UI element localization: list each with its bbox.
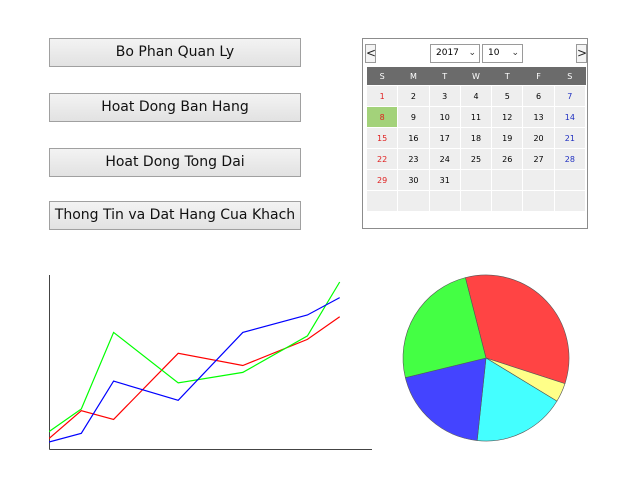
calendar-empty-cell bbox=[491, 190, 524, 212]
pie-slices-group bbox=[402, 274, 570, 442]
calendar-day-cell[interactable]: 30 bbox=[397, 169, 430, 191]
weekday-header: T bbox=[429, 67, 461, 86]
chevron-down-icon: ⌄ bbox=[468, 48, 476, 58]
pie-slice-4 bbox=[402, 277, 487, 378]
month-select[interactable]: 10 ⌄ bbox=[482, 44, 523, 63]
calendar-day-cell[interactable]: 31 bbox=[428, 169, 461, 191]
month-value: 10 bbox=[488, 48, 500, 58]
calendar-day-cell[interactable]: 20 bbox=[522, 127, 555, 149]
weekday-header: M bbox=[397, 67, 430, 86]
calendar-empty-cell bbox=[553, 190, 587, 212]
line-series-2 bbox=[49, 297, 340, 443]
weekday-header: T bbox=[491, 67, 523, 86]
calendar-day-cell[interactable]: 16 bbox=[397, 127, 430, 149]
calendar-day-cell[interactable]: 6 bbox=[522, 85, 555, 107]
year-select[interactable]: 2017 ⌄ bbox=[430, 44, 480, 63]
menu-button-thong-tin-dat-hang[interactable]: Thong Tin va Dat Hang Cua Khach bbox=[49, 201, 301, 230]
calendar-day-cell[interactable]: 5 bbox=[491, 85, 524, 107]
calendar-day-cell[interactable]: 23 bbox=[397, 148, 430, 170]
chevron-right-icon[interactable]: > bbox=[576, 44, 587, 63]
weekday-header: F bbox=[522, 67, 555, 86]
line-series-0 bbox=[49, 316, 341, 440]
line-series-1 bbox=[49, 281, 341, 433]
line-chart bbox=[49, 275, 372, 450]
weekday-header: S bbox=[366, 67, 398, 86]
calendar-day-cell[interactable]: 3 bbox=[428, 85, 461, 107]
calendar-day-cell[interactable]: 10 bbox=[428, 106, 461, 128]
calendar-week-row: 29 30 31 bbox=[365, 169, 587, 191]
weekday-header-row: S M T W T F S bbox=[366, 67, 586, 86]
calendar-day-cell[interactable]: 14 bbox=[553, 106, 587, 128]
calendar-week-row bbox=[365, 190, 587, 212]
calendar-grid: S M T W T F S 1 2 3 4 5 6 7 8 9 10 11 12 13 14 15 16 17 1… bbox=[365, 67, 587, 212]
calendar-empty-cell bbox=[459, 169, 493, 191]
calendar-day-cell[interactable]: 7 bbox=[553, 85, 587, 107]
calendar-day-cell[interactable]: 13 bbox=[522, 106, 555, 128]
calendar-empty-cell bbox=[428, 190, 461, 212]
calendar-day-cell[interactable]: 21 bbox=[553, 127, 587, 149]
calendar-week-row: 15 16 17 18 19 20 21 bbox=[365, 127, 587, 149]
chevron-down-icon: ⌄ bbox=[511, 48, 519, 58]
calendar-day-cell[interactable]: 1 bbox=[365, 85, 399, 107]
calendar-day-cell[interactable]: 8 bbox=[365, 106, 399, 128]
calendar-day-cell[interactable]: 25 bbox=[459, 148, 493, 170]
calendar-days: 1 2 3 4 5 6 7 8 9 10 11 12 13 14 15 16 17 18 19 20 21 22 23 24 2… bbox=[365, 85, 587, 212]
calendar-empty-cell bbox=[459, 190, 493, 212]
calendar-empty-cell bbox=[522, 190, 555, 212]
calendar-day-cell[interactable]: 24 bbox=[428, 148, 461, 170]
pie-slice-2 bbox=[476, 357, 558, 442]
calendar-day-cell[interactable]: 4 bbox=[459, 85, 493, 107]
calendar-empty-cell bbox=[365, 190, 399, 212]
calendar-day-cell[interactable]: 9 bbox=[397, 106, 430, 128]
chevron-left-icon[interactable]: < bbox=[365, 44, 376, 63]
calendar-day-cell[interactable]: 17 bbox=[428, 127, 461, 149]
calendar-empty-cell bbox=[522, 169, 555, 191]
calendar-day-cell[interactable]: 11 bbox=[459, 106, 493, 128]
pie-slice-0 bbox=[464, 274, 570, 385]
calendar-day-cell[interactable]: 26 bbox=[491, 148, 524, 170]
calendar-day-cell[interactable]: 29 bbox=[365, 169, 399, 191]
calendar-day-cell[interactable]: 19 bbox=[491, 127, 524, 149]
weekday-header: W bbox=[460, 67, 492, 86]
menu-button-hoat-dong-tong-dai[interactable]: Hoat Dong Tong Dai bbox=[49, 148, 301, 177]
calendar-empty-cell bbox=[491, 169, 524, 191]
calendar-day-cell[interactable]: 28 bbox=[553, 148, 587, 170]
calendar-day-cell[interactable]: 15 bbox=[365, 127, 399, 149]
calendar-day-cell[interactable]: 22 bbox=[365, 148, 399, 170]
calendar-week-row: 8 9 10 11 12 13 14 bbox=[365, 106, 587, 128]
line-series-group bbox=[49, 281, 341, 443]
calendar-empty-cell bbox=[397, 190, 430, 212]
calendar-day-cell[interactable]: 27 bbox=[522, 148, 555, 170]
weekday-header: S bbox=[554, 67, 586, 86]
calendar-day-cell[interactable]: 2 bbox=[397, 85, 430, 107]
menu-button-bo-phan-quan-ly[interactable]: Bo Phan Quan Ly bbox=[49, 38, 301, 67]
calendar-day-cell[interactable]: 18 bbox=[459, 127, 493, 149]
menu-button-hoat-dong-ban-hang[interactable]: Hoat Dong Ban Hang bbox=[49, 93, 301, 122]
calendar-empty-cell bbox=[553, 169, 587, 191]
pie-slice-3 bbox=[404, 357, 487, 441]
calendar-day-cell[interactable]: 12 bbox=[491, 106, 524, 128]
calendar-week-row: 22 23 24 25 26 27 28 bbox=[365, 148, 587, 170]
year-value: 2017 bbox=[436, 48, 459, 58]
pie-chart bbox=[402, 274, 570, 442]
